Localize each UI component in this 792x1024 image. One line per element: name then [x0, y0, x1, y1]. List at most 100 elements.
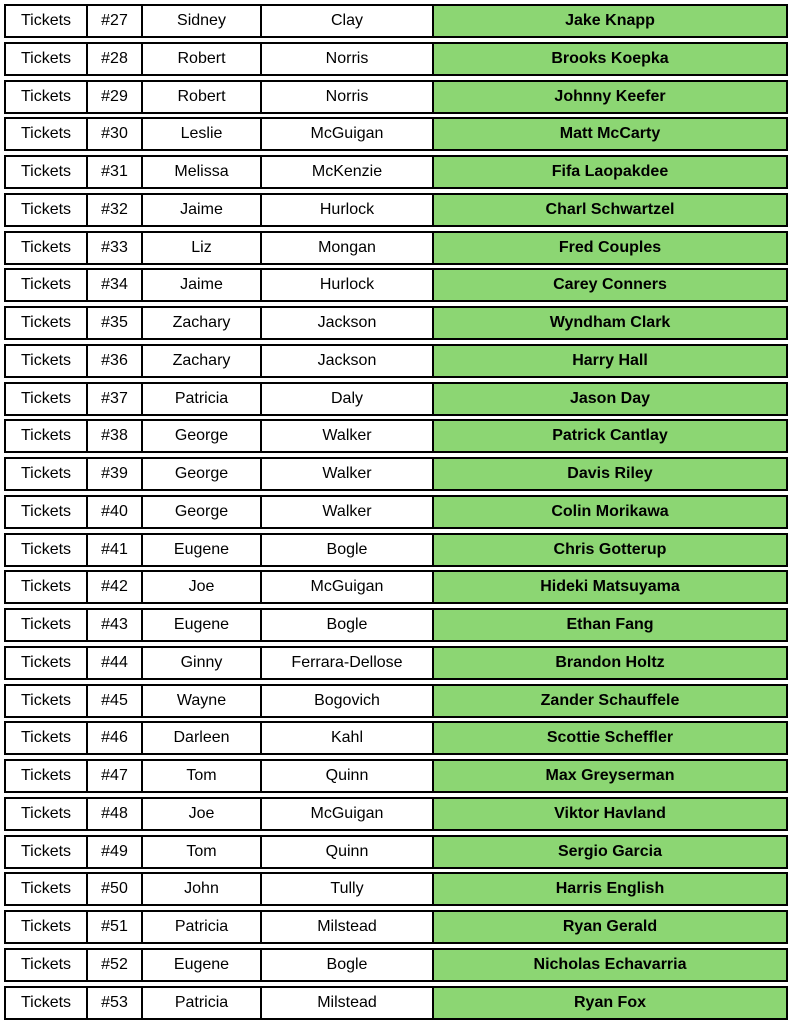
cell-ticket-number[interactable]: #37 [88, 383, 143, 414]
cell-last-name[interactable]: Walker [262, 421, 434, 452]
cell-category[interactable]: Tickets [6, 798, 88, 829]
cell-golfer-name[interactable]: Fred Couples [434, 232, 786, 263]
cell-category[interactable]: Tickets [6, 383, 88, 414]
cell-first-name[interactable]: Patricia [143, 987, 262, 1018]
cell-last-name[interactable]: Clay [262, 6, 434, 36]
cell-last-name[interactable]: Ferrara-Dellose [262, 647, 434, 678]
cell-ticket-number[interactable]: #48 [88, 798, 143, 829]
cell-last-name[interactable]: Kahl [262, 723, 434, 754]
cell-golfer-name[interactable]: Harry Hall [434, 345, 786, 376]
cell-golfer-name[interactable]: Davis Riley [434, 459, 786, 489]
cell-last-name[interactable]: Bogovich [262, 685, 434, 716]
cell-ticket-number[interactable]: #27 [88, 6, 143, 36]
cell-category[interactable]: Tickets [6, 194, 88, 225]
cell-ticket-number[interactable]: #45 [88, 685, 143, 716]
cell-golfer-name[interactable]: Jake Knapp [434, 6, 786, 36]
cell-first-name[interactable]: Tom [143, 836, 262, 867]
cell-last-name[interactable]: Mongan [262, 232, 434, 263]
cell-ticket-number[interactable]: #40 [88, 496, 143, 527]
cell-first-name[interactable]: Melissa [143, 157, 262, 187]
cell-category[interactable]: Tickets [6, 119, 88, 150]
cell-first-name[interactable]: Liz [143, 232, 262, 263]
cell-last-name[interactable]: Walker [262, 496, 434, 527]
cell-ticket-number[interactable]: #52 [88, 949, 143, 980]
cell-category[interactable]: Tickets [6, 421, 88, 452]
cell-last-name[interactable]: Bogle [262, 610, 434, 640]
cell-golfer-name[interactable]: Matt McCarty [434, 119, 786, 150]
cell-ticket-number[interactable]: #39 [88, 459, 143, 489]
cell-last-name[interactable]: McGuigan [262, 572, 434, 603]
cell-last-name[interactable]: Daly [262, 383, 434, 414]
cell-first-name[interactable]: Wayne [143, 685, 262, 716]
cell-first-name[interactable]: Darleen [143, 723, 262, 754]
cell-last-name[interactable]: Norris [262, 43, 434, 74]
cell-golfer-name[interactable]: Max Greyserman [434, 761, 786, 791]
cell-first-name[interactable]: Zachary [143, 308, 262, 338]
cell-first-name[interactable]: Jaime [143, 194, 262, 225]
cell-category[interactable]: Tickets [6, 647, 88, 678]
cell-first-name[interactable]: Patricia [143, 912, 262, 942]
cell-first-name[interactable]: Eugene [143, 610, 262, 640]
cell-ticket-number[interactable]: #51 [88, 912, 143, 942]
cell-category[interactable]: Tickets [6, 345, 88, 376]
cell-last-name[interactable]: Quinn [262, 761, 434, 791]
cell-ticket-number[interactable]: #32 [88, 194, 143, 225]
cell-golfer-name[interactable]: Chris Gotterup [434, 534, 786, 565]
cell-first-name[interactable]: Tom [143, 761, 262, 791]
cell-first-name[interactable]: George [143, 459, 262, 489]
cell-golfer-name[interactable]: Brandon Holtz [434, 647, 786, 678]
cell-category[interactable]: Tickets [6, 81, 88, 112]
cell-ticket-number[interactable]: #41 [88, 534, 143, 565]
cell-category[interactable]: Tickets [6, 43, 88, 74]
cell-last-name[interactable]: Tully [262, 874, 434, 905]
cell-last-name[interactable]: Bogle [262, 534, 434, 565]
cell-last-name[interactable]: McGuigan [262, 119, 434, 150]
cell-first-name[interactable]: Sidney [143, 6, 262, 36]
cell-category[interactable]: Tickets [6, 761, 88, 791]
cell-ticket-number[interactable]: #47 [88, 761, 143, 791]
cell-category[interactable]: Tickets [6, 6, 88, 36]
cell-golfer-name[interactable]: Nicholas Echavarria [434, 949, 786, 980]
cell-category[interactable]: Tickets [6, 232, 88, 263]
cell-ticket-number[interactable]: #49 [88, 836, 143, 867]
cell-first-name[interactable]: George [143, 496, 262, 527]
cell-first-name[interactable]: Jaime [143, 270, 262, 301]
cell-category[interactable]: Tickets [6, 270, 88, 301]
cell-ticket-number[interactable]: #46 [88, 723, 143, 754]
cell-category[interactable]: Tickets [6, 723, 88, 754]
cell-last-name[interactable]: Hurlock [262, 194, 434, 225]
cell-category[interactable]: Tickets [6, 459, 88, 489]
cell-category[interactable]: Tickets [6, 987, 88, 1018]
cell-first-name[interactable]: Eugene [143, 534, 262, 565]
cell-ticket-number[interactable]: #53 [88, 987, 143, 1018]
cell-ticket-number[interactable]: #38 [88, 421, 143, 452]
cell-last-name[interactable]: Norris [262, 81, 434, 112]
cell-first-name[interactable]: John [143, 874, 262, 905]
cell-ticket-number[interactable]: #33 [88, 232, 143, 263]
cell-last-name[interactable]: Walker [262, 459, 434, 489]
cell-category[interactable]: Tickets [6, 949, 88, 980]
cell-category[interactable]: Tickets [6, 685, 88, 716]
cell-ticket-number[interactable]: #29 [88, 81, 143, 112]
cell-golfer-name[interactable]: Jason Day [434, 383, 786, 414]
cell-category[interactable]: Tickets [6, 534, 88, 565]
cell-golfer-name[interactable]: Colin Morikawa [434, 496, 786, 527]
cell-golfer-name[interactable]: Ryan Fox [434, 987, 786, 1018]
cell-last-name[interactable]: Jackson [262, 345, 434, 376]
cell-ticket-number[interactable]: #35 [88, 308, 143, 338]
cell-golfer-name[interactable]: Wyndham Clark [434, 308, 786, 338]
cell-golfer-name[interactable]: Brooks Koepka [434, 43, 786, 74]
cell-first-name[interactable]: Joe [143, 798, 262, 829]
cell-last-name[interactable]: Bogle [262, 949, 434, 980]
cell-ticket-number[interactable]: #43 [88, 610, 143, 640]
cell-category[interactable]: Tickets [6, 836, 88, 867]
cell-ticket-number[interactable]: #36 [88, 345, 143, 376]
cell-category[interactable]: Tickets [6, 874, 88, 905]
cell-ticket-number[interactable]: #34 [88, 270, 143, 301]
cell-ticket-number[interactable]: #44 [88, 647, 143, 678]
cell-golfer-name[interactable]: Carey Conners [434, 270, 786, 301]
cell-first-name[interactable]: Patricia [143, 383, 262, 414]
cell-golfer-name[interactable]: Ryan Gerald [434, 912, 786, 942]
cell-first-name[interactable]: Zachary [143, 345, 262, 376]
cell-category[interactable]: Tickets [6, 572, 88, 603]
